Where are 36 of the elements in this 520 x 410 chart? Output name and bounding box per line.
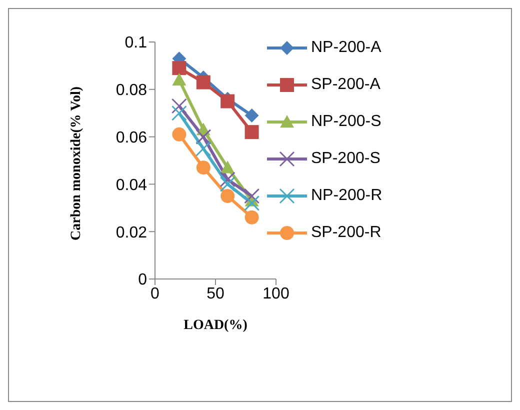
x-tick-label: 50 xyxy=(206,285,224,302)
point xyxy=(244,108,259,122)
point xyxy=(244,210,259,224)
y-tick-label: 0.08 xyxy=(116,82,148,100)
x-axis-title: LOAD(%) xyxy=(184,318,248,333)
point xyxy=(196,160,210,175)
point xyxy=(220,176,236,192)
point xyxy=(172,72,186,86)
point xyxy=(244,125,259,140)
point xyxy=(220,172,236,188)
legend-label: NP-200-S xyxy=(311,113,382,131)
y-tick-label: 0.04 xyxy=(116,176,148,194)
x-tick-label: 0 xyxy=(150,285,160,302)
x-tick-label: 100 xyxy=(262,285,290,302)
point xyxy=(171,98,187,114)
legend-label: SP-200-S xyxy=(311,150,380,168)
point xyxy=(220,160,235,174)
point xyxy=(171,105,187,121)
point xyxy=(172,61,186,76)
point xyxy=(196,129,212,145)
y-tick-label: 0 xyxy=(138,272,148,289)
legend-label: NP-200-R xyxy=(311,187,382,205)
y-tick-label: 0.06 xyxy=(116,129,148,146)
point xyxy=(172,127,186,142)
point xyxy=(196,140,212,156)
legend-label: NP-200-A xyxy=(311,39,382,57)
point xyxy=(196,75,210,90)
y-tick-label: 0.02 xyxy=(116,224,148,242)
y-tick-label: 0.1 xyxy=(124,34,148,52)
legend-label: SP-200-A xyxy=(311,76,380,94)
y-axis-title: Carbon monoxide(% Vol) xyxy=(68,86,84,240)
point xyxy=(244,188,260,204)
point xyxy=(220,189,235,204)
legend-label: SP-200-R xyxy=(311,224,382,242)
point xyxy=(244,195,260,211)
point xyxy=(220,94,235,108)
